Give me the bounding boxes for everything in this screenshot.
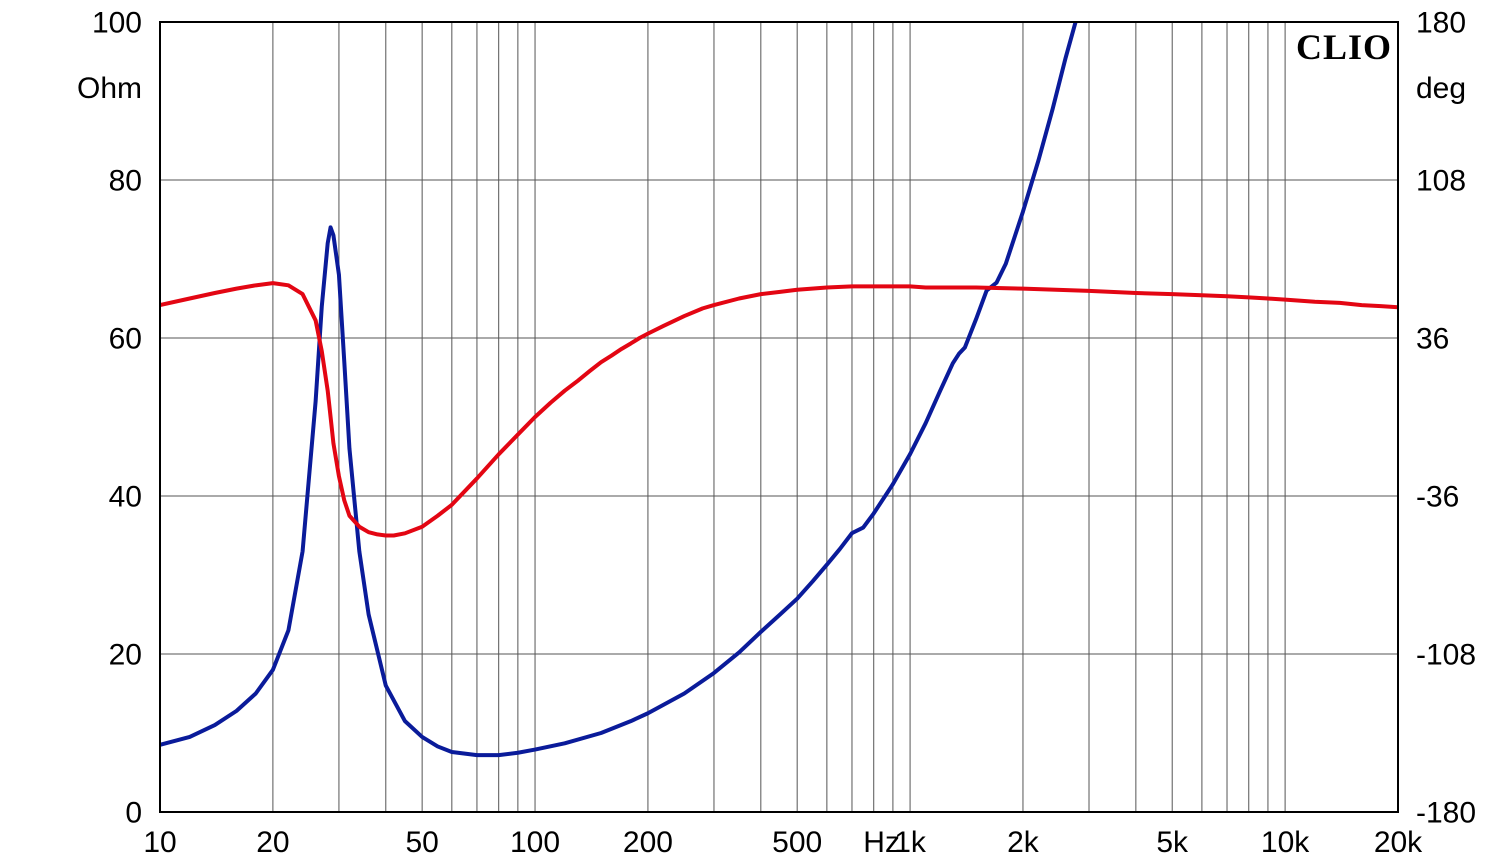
- y-right-tick-label: 36: [1416, 323, 1449, 356]
- x-tick-label: 20: [256, 826, 289, 859]
- y-right-labels: -180 -108 -36 36 108 180 deg: [1416, 7, 1476, 830]
- y-left-tick-label: 40: [109, 481, 142, 514]
- impedance-phase-chart: 1020501002005001k2k5k10k20kHz02040608010…: [0, 0, 1500, 864]
- x-axis-labels: 1020501002005001k2k5k10k20kHz: [143, 826, 1423, 859]
- y-left-tick-label: 60: [109, 323, 142, 356]
- y-right-tick-label: -180: [1416, 797, 1476, 830]
- x-tick-label: 50: [405, 826, 438, 859]
- y-right-tick-label: -36: [1416, 481, 1459, 514]
- x-tick-label: 5k: [1156, 826, 1189, 859]
- y-left-tick-label: 20: [109, 639, 142, 672]
- chart-svg: 1020501002005001k2k5k10k20kHz02040608010…: [0, 0, 1500, 864]
- x-tick-label: 2k: [1007, 826, 1040, 859]
- y-left-tick-label: 0: [125, 797, 142, 830]
- x-unit-label: Hz: [863, 826, 900, 859]
- y-left-unit-label: Ohm: [77, 72, 142, 105]
- x-tick-label: 500: [772, 826, 822, 859]
- x-tick-label: 200: [623, 826, 673, 859]
- x-tick-label: 100: [510, 826, 560, 859]
- y-right-tick-label: 108: [1416, 165, 1466, 198]
- x-tick-label: 10: [143, 826, 176, 859]
- y-left-tick-label: 100: [92, 7, 142, 40]
- x-tick-label: 10k: [1261, 826, 1310, 859]
- x-tick-label: 20k: [1374, 826, 1423, 859]
- y-right-tick-label: 180: [1416, 7, 1466, 40]
- y-right-tick-label: -108: [1416, 639, 1476, 672]
- y-left-tick-label: 80: [109, 165, 142, 198]
- y-right-unit-label: deg: [1416, 72, 1466, 105]
- clio-logo: CLIO: [1296, 26, 1392, 68]
- y-left-labels: 0 20 40 60 80 100 Ohm: [77, 7, 142, 830]
